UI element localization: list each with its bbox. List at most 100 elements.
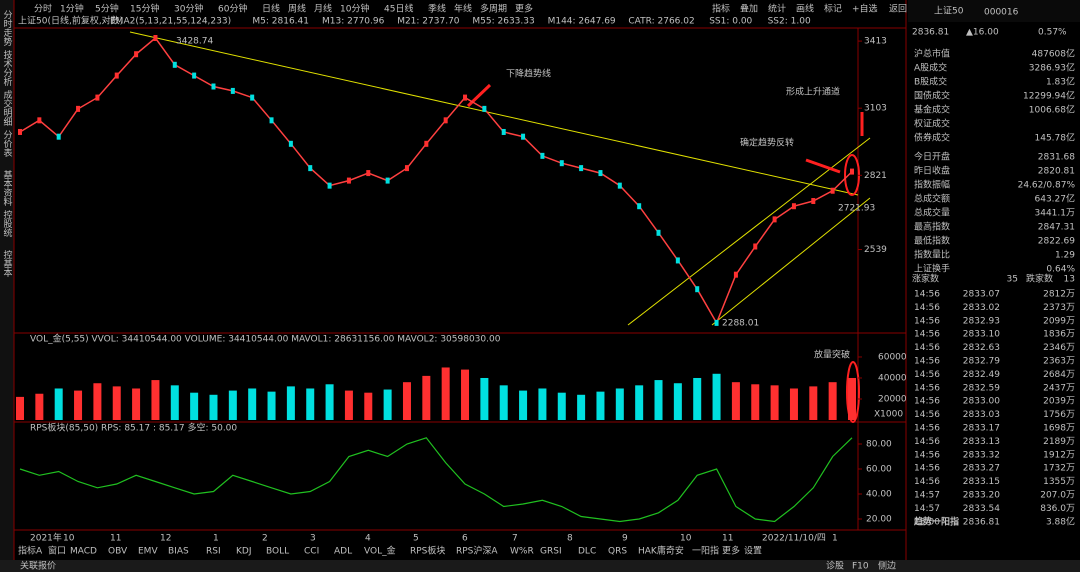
- candle: [656, 229, 661, 236]
- indicator-tab[interactable]: RPS沪深A: [456, 545, 498, 557]
- candle: [134, 51, 139, 58]
- status-button[interactable]: 侧边: [878, 560, 896, 572]
- side-tab[interactable]: 控股统: [2, 209, 13, 238]
- toolbar-tab[interactable]: 周线: [288, 3, 306, 15]
- tick-time: 14:56: [914, 330, 940, 340]
- toolbar-button[interactable]: 统计: [768, 3, 786, 15]
- indicator-tab[interactable]: BIAS: [168, 547, 189, 557]
- toolbar-tab[interactable]: 45日线: [384, 3, 413, 15]
- side-tab[interactable]: 分价表: [2, 130, 13, 158]
- indicator-tab[interactable]: ADL: [334, 547, 352, 557]
- side-tab[interactable]: 分时走势: [2, 10, 13, 47]
- tick-volume: 2684万: [1043, 370, 1075, 380]
- tick-price: 2833.07: [963, 290, 1000, 300]
- tick-volume: 3.88亿: [1046, 515, 1075, 527]
- indicator-tab[interactable]: 指标A: [18, 545, 43, 557]
- candle: [250, 94, 255, 101]
- status-text[interactable]: 关联报价: [20, 560, 56, 572]
- volume-bar: [112, 386, 121, 420]
- tick-volume: 2189万: [1043, 437, 1075, 447]
- candle: [695, 286, 700, 293]
- indicator-tab[interactable]: DLC: [578, 547, 596, 557]
- status-button[interactable]: 诊股: [826, 560, 844, 572]
- volume-bar: [770, 385, 779, 420]
- volume-bar: [170, 385, 179, 420]
- toolbar-tab[interactable]: 60分钟: [218, 3, 247, 15]
- side-tab[interactable]: 成交明细: [2, 89, 13, 126]
- candle: [617, 182, 622, 189]
- tick-price: 2832.59: [963, 383, 1000, 393]
- indicator-tab[interactable]: 一阳指: [692, 545, 719, 557]
- volume-bar: [151, 380, 160, 420]
- toolbar-tab[interactable]: 分时: [34, 3, 52, 15]
- indicator-tab[interactable]: 设置: [744, 546, 762, 557]
- volume-bar: [132, 388, 141, 420]
- indicator-tab[interactable]: RPS板块: [410, 545, 445, 557]
- x-tick-label: 12: [160, 534, 171, 544]
- toolbar-tab[interactable]: 多周期: [480, 3, 507, 15]
- toolbar-tab[interactable]: 更多: [515, 3, 533, 15]
- breadth-label: 跌家数: [1026, 273, 1053, 285]
- tick-price: 2833.10: [963, 330, 1000, 340]
- side-tab[interactable]: 控基本: [2, 249, 13, 278]
- tick-price: 2833.13: [963, 437, 1000, 447]
- indicator-tab[interactable]: QRS: [608, 547, 627, 557]
- toolbar-tab[interactable]: 季线: [428, 3, 446, 15]
- y-tick-label: 2539: [864, 245, 887, 255]
- tick-price: 2833.54: [963, 504, 1000, 514]
- toolbar-tab[interactable]: 5分钟: [95, 3, 119, 15]
- indicator-tab[interactable]: RSI: [206, 547, 221, 557]
- indicator-tab[interactable]: EMV: [138, 547, 158, 557]
- volume-bar: [54, 388, 63, 420]
- price-label: 3428.74: [176, 37, 213, 47]
- annotation: 放量突破: [814, 349, 850, 361]
- indicator-tab[interactable]: HAK庸奇安: [638, 545, 684, 557]
- indicator-tab[interactable]: W%R: [510, 547, 534, 557]
- toolbar-tab[interactable]: 月线: [314, 3, 332, 15]
- tick-volume: 1732万: [1043, 464, 1075, 474]
- tick-time: 15:00: [914, 517, 940, 527]
- toolbar-tab[interactable]: 1分钟: [60, 3, 84, 15]
- indicator-tab[interactable]: GRSI: [540, 547, 562, 557]
- toolbar-tab[interactable]: 10分钟: [340, 3, 369, 15]
- info-text: M144: 2647.69: [548, 17, 616, 27]
- toolbar-button[interactable]: 标记: [824, 3, 842, 15]
- tick-time: 14:57: [914, 504, 940, 514]
- candle: [714, 319, 719, 326]
- volume-bar: [731, 382, 740, 420]
- indicator-tab[interactable]: KDJ: [236, 547, 252, 557]
- panel-legend: RPS板块(85,50) RPS: 85.17 : 85.17 多空: 50.0…: [30, 422, 237, 434]
- toolbar-tab[interactable]: 日线: [262, 3, 280, 15]
- toolbar-tab[interactable]: 年线: [454, 3, 472, 15]
- tick-price: 2833.32: [963, 450, 1000, 460]
- toolbar-tab[interactable]: 30分钟: [174, 3, 203, 15]
- tick-price: 2833.02: [963, 303, 1000, 313]
- volume-bar: [306, 388, 315, 420]
- indicator-tab[interactable]: CCI: [304, 547, 319, 557]
- toolbar-button[interactable]: 指标: [712, 3, 730, 15]
- toolbar-button[interactable]: 叠加: [740, 4, 758, 15]
- side-tab[interactable]: 基本资料: [2, 169, 13, 207]
- indicator-tab[interactable]: BOLL: [266, 547, 289, 557]
- down-trendline: [129, 31, 859, 196]
- toolbar-button[interactable]: 返回: [889, 3, 907, 15]
- candle: [211, 83, 216, 90]
- toolbar-tab[interactable]: 15分钟: [130, 3, 159, 15]
- toolbar-button[interactable]: 画线: [796, 3, 814, 15]
- indicator-tab[interactable]: 更多: [722, 545, 740, 557]
- tick-time: 14:56: [914, 343, 940, 353]
- x-tick-label: 3: [310, 534, 316, 544]
- volume-bar: [441, 367, 450, 420]
- volume-bar: [267, 391, 276, 420]
- status-button[interactable]: F10: [852, 562, 869, 572]
- indicator-tab[interactable]: 窗口: [48, 545, 66, 557]
- indicator-tab[interactable]: VOL_金: [364, 545, 396, 557]
- side-tab[interactable]: 技术分析: [2, 49, 13, 87]
- info-text: M13: 2770.96: [322, 17, 385, 27]
- toolbar-button[interactable]: +自选: [852, 3, 878, 15]
- quote-value: 1006.68亿: [1029, 104, 1075, 116]
- volume-bar: [402, 382, 411, 420]
- quote-value: 2820.81: [1038, 167, 1075, 177]
- indicator-tab[interactable]: MACD: [70, 547, 97, 557]
- indicator-tab[interactable]: OBV: [108, 547, 128, 557]
